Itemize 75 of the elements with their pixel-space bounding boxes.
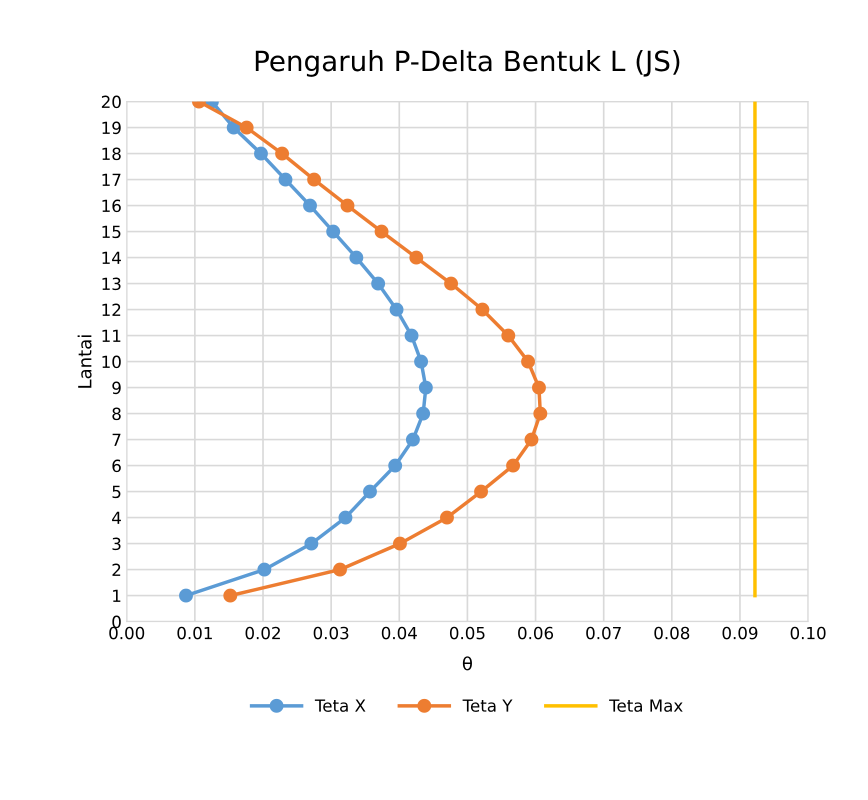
point (418, 380, 433, 395)
point (371, 276, 386, 291)
y-tick-label: 19 (102, 122, 121, 134)
point (524, 432, 538, 447)
point (532, 380, 546, 395)
chart-title: Pengaruh P-Delta Bentuk L (JS) (256, 50, 680, 77)
x-axis-title: θ (462, 656, 472, 670)
point (414, 354, 428, 369)
x-tick-label: 0.09 (722, 626, 758, 640)
point (388, 458, 402, 473)
point (326, 224, 340, 239)
point (223, 588, 238, 603)
x-tick-label: 0.02 (246, 626, 280, 640)
x-tick-label: 0.00 (109, 626, 144, 640)
point (444, 276, 458, 291)
y-tick-label: 20 (102, 96, 121, 108)
point (406, 432, 420, 447)
point (374, 224, 389, 239)
y-tick-label: 6 (112, 460, 121, 472)
point (393, 536, 407, 551)
point (416, 406, 430, 421)
x-tick-label: 0.10 (790, 626, 826, 640)
x-tick-label: 0.06 (518, 626, 554, 640)
y-tick-label: 8 (112, 408, 121, 420)
y-tick-label: 12 (102, 304, 120, 316)
x-tick-label: 0.08 (654, 626, 690, 640)
point (506, 458, 520, 473)
point (409, 250, 424, 265)
point (474, 484, 488, 499)
point (349, 250, 364, 265)
point (340, 198, 354, 213)
y-tick-label: 9 (112, 382, 121, 394)
y-tick-label: 13 (102, 278, 121, 290)
point (333, 562, 347, 577)
point (257, 562, 272, 577)
x-tick-label: 0.03 (314, 626, 348, 640)
y-tick-label: 10 (102, 356, 121, 368)
legend-label: Teta X (314, 700, 366, 712)
point (307, 172, 322, 187)
point (521, 354, 536, 369)
y-tick-label: 0 (112, 616, 121, 628)
point (440, 510, 454, 525)
x-tick-label: 0.01 (177, 626, 212, 640)
point (275, 146, 290, 161)
y-tick-label: 15 (102, 226, 120, 238)
y-tick-label: 18 (102, 148, 121, 160)
y-tick-label: 17 (102, 174, 120, 186)
point (363, 484, 377, 499)
point (475, 302, 490, 317)
y-tick-label: 7 (112, 434, 120, 446)
x-tick-label: 0.05 (450, 626, 485, 640)
y-tick-label: 11 (102, 330, 120, 342)
legend-label: Teta Max (609, 700, 683, 712)
legend-label: Teta Y (462, 700, 513, 712)
y-tick-label: 5 (112, 486, 120, 498)
x-tick-label: 0.04 (382, 626, 417, 640)
point (254, 146, 268, 161)
y-tick-label: 1 (113, 590, 120, 602)
y-tick-label: 3 (112, 538, 121, 550)
point (390, 302, 404, 317)
x-tick-label: 0.07 (586, 626, 621, 640)
y-axis-title: Lantai (78, 335, 92, 388)
y-tick-label: 4 (112, 512, 121, 524)
y-tick-label: 14 (102, 252, 121, 264)
point (533, 406, 548, 421)
point (404, 328, 418, 343)
point (179, 588, 193, 603)
point (278, 172, 292, 187)
point (240, 120, 254, 135)
point (501, 328, 516, 343)
point (304, 536, 318, 551)
point (338, 510, 352, 525)
point (303, 198, 317, 213)
y-tick-label: 16 (102, 200, 121, 212)
y-tick-label: 2 (112, 564, 120, 576)
